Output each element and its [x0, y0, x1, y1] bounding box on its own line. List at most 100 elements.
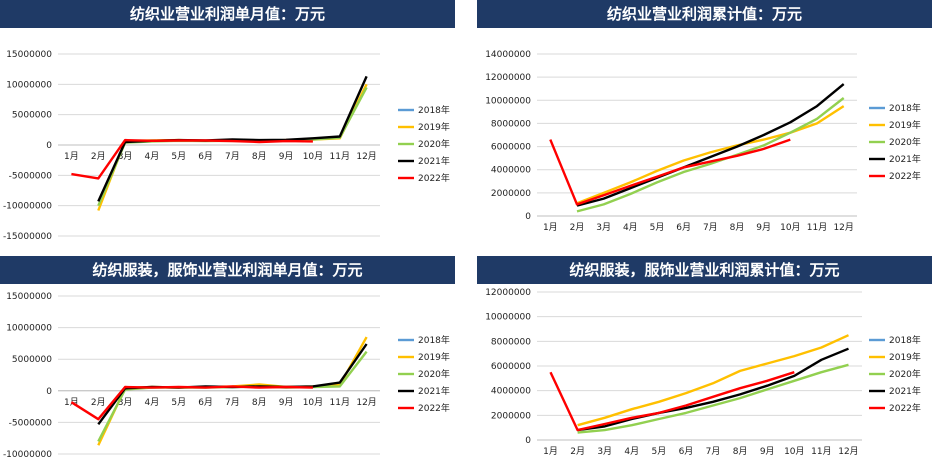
x-tick-label: 2月	[570, 222, 585, 233]
y-tick-label: 15000000	[6, 50, 52, 60]
legend-label: 2018年	[418, 334, 450, 346]
y-tick-label: 10000000	[485, 313, 531, 323]
y-tick-label: 4000000	[491, 166, 531, 176]
series-line-s2019	[576, 105, 845, 205]
x-tick-label: 4月	[623, 222, 638, 233]
y-tick-label: 0	[46, 387, 52, 397]
y-tick-label: 0	[525, 436, 531, 446]
x-tick-label: 10月	[303, 151, 323, 162]
x-tick-label: 10月	[303, 397, 323, 408]
y-tick-label: 10000000	[6, 324, 52, 334]
chart-title: 纺织业营业利润累计值：万元	[477, 0, 932, 28]
series-line-s2022	[70, 385, 313, 421]
x-tick-label: 3月	[597, 446, 612, 457]
series-line-s2020	[97, 350, 368, 442]
x-tick-label: 8月	[252, 151, 267, 162]
x-tick-label: 10月	[780, 222, 800, 233]
series-line-s2022	[549, 138, 791, 206]
x-tick-label: 8月	[252, 397, 267, 408]
series-line-s2019	[97, 83, 368, 211]
series-line-s2021	[97, 343, 368, 426]
y-tick-label: 15000000	[6, 292, 52, 302]
y-tick-label: 4000000	[491, 387, 531, 397]
x-tick-label: 5月	[171, 151, 186, 162]
x-tick-label: 11月	[330, 151, 350, 162]
x-tick-label: 3月	[118, 397, 133, 408]
x-tick-label: 9月	[760, 446, 775, 457]
chart-panel-apparel-cumulative: 纺织服装，服饰业营业利润累计值：万元 12000000 10000000 80000…	[477, 256, 932, 463]
legend-label: 2021年	[889, 385, 921, 397]
legend-label: 2018年	[418, 104, 450, 116]
x-tick-label: 4月	[624, 446, 639, 457]
series-line-s2020	[577, 363, 849, 434]
x-tick-label: 11月	[811, 446, 831, 457]
series-line-s2022	[549, 371, 795, 432]
y-tick-label: 5000000	[12, 355, 52, 365]
chart-apparel-monthly: 15000000 10000000 5000000 0 -5000000 -1000000…	[3, 292, 450, 460]
series-line-s2019	[577, 334, 849, 427]
x-tick-label: 9月	[279, 151, 294, 162]
y-tick-label: 2000000	[491, 189, 531, 199]
series-line-s2022	[71, 138, 313, 180]
x-tick-label: 6月	[679, 446, 694, 457]
chart-title: 纺织服装，服饰业营业利润单月值：万元	[0, 256, 455, 284]
y-tick-label: 0	[525, 212, 531, 222]
legend-label: 2019年	[418, 351, 450, 363]
chart-panel-apparel-monthly: 纺织服装，服饰业营业利润单月值：万元 15000000 10000000 50000…	[0, 256, 455, 463]
chart-panel-textile-cumulative: 纺织业营业利润累计值：万元 14000000 12000000 10000000 80…	[477, 0, 932, 240]
y-tick-label: -5000000	[9, 171, 53, 181]
x-tick-label: 7月	[703, 222, 718, 233]
x-tick-label: 8月	[730, 222, 745, 233]
chart-textile-cumulative: 14000000 12000000 10000000 8000000 6000000 40…	[485, 50, 921, 233]
y-tick-label: 6000000	[491, 143, 531, 153]
x-tick-label: 4月	[145, 397, 160, 408]
legend-label: 2021年	[418, 385, 450, 397]
legend-label: 2022年	[889, 170, 921, 182]
x-tick-label: 9月	[756, 222, 771, 233]
y-tick-label: -15000000	[3, 232, 52, 240]
legend-label: 2018年	[889, 102, 921, 114]
x-tick-label: 12月	[833, 222, 853, 233]
legend-label: 2019年	[418, 121, 450, 133]
y-tick-label: -10000000	[3, 202, 52, 212]
y-tick-label: 10000000	[485, 96, 531, 106]
legend-label: 2020年	[418, 138, 450, 150]
legend-label: 2021年	[418, 155, 450, 167]
legend-label: 2020年	[889, 368, 921, 380]
x-tick-label: 1月	[543, 222, 558, 233]
x-tick-label: 1月	[543, 446, 558, 457]
x-tick-label: 9月	[279, 397, 294, 408]
x-tick-label: 6月	[198, 397, 213, 408]
x-tick-label: 6月	[676, 222, 691, 233]
legend-label: 2022年	[418, 172, 450, 184]
x-tick-label: 2月	[91, 397, 106, 408]
chart-title: 纺织业营业利润单月值：万元	[0, 0, 455, 28]
series-line-s2021	[577, 347, 849, 432]
chart-panel-textile-monthly: 纺织业营业利润单月值：万元 15000000 10000000 5000000 0 -5…	[0, 0, 455, 240]
x-tick-label: 3月	[596, 222, 611, 233]
x-tick-label: 1月	[64, 151, 79, 162]
x-tick-label: 7月	[225, 151, 240, 162]
legend-label: 2018年	[889, 334, 921, 346]
y-tick-label: -5000000	[9, 418, 53, 428]
y-tick-label: 10000000	[6, 80, 52, 90]
y-tick-label: 5000000	[12, 111, 52, 121]
legend-label: 2019年	[889, 351, 921, 363]
series-line-s2020	[576, 97, 845, 213]
y-tick-label: 2000000	[491, 411, 531, 421]
y-tick-label: 6000000	[491, 362, 531, 372]
x-tick-label: 6月	[198, 151, 213, 162]
x-tick-label: 3月	[118, 151, 133, 162]
y-tick-label: 12000000	[485, 288, 531, 298]
series-line-s2021	[576, 83, 845, 207]
x-tick-label: 7月	[225, 397, 240, 408]
y-tick-label: 8000000	[491, 337, 531, 347]
x-tick-label: 12月	[356, 397, 376, 408]
x-tick-label: 10月	[784, 446, 804, 457]
legend-label: 2021年	[889, 153, 921, 165]
x-tick-label: 7月	[706, 446, 721, 457]
x-tick-label: 5月	[171, 397, 186, 408]
x-tick-label: 5月	[650, 222, 665, 233]
x-tick-label: 4月	[145, 151, 160, 162]
series-line-s2020	[97, 86, 368, 207]
